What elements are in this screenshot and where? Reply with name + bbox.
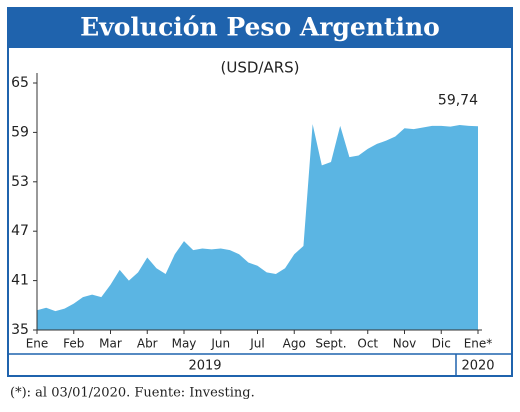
footnote: (*): al 03/01/2020. Fuente: Investing.	[10, 386, 255, 401]
x-tick-label: Ago	[283, 337, 306, 351]
y-tick-label: 65	[11, 75, 29, 91]
x-tick-label: Feb	[63, 337, 84, 351]
x-tick-label: Sept.	[315, 337, 346, 351]
x-tick-label: Jul	[249, 337, 264, 351]
y-tick-label: 41	[11, 273, 29, 289]
x-tick-label: Abr	[137, 337, 158, 351]
year-label: 2019	[188, 359, 221, 374]
chart-title: Evolución Peso Argentino	[80, 13, 440, 42]
area	[37, 124, 478, 331]
y-tick-label: 35	[11, 322, 29, 338]
title-bar	[8, 8, 512, 48]
x-tick-label: Oct	[357, 337, 378, 351]
x-tick-label: Jun	[210, 337, 230, 351]
value-label: 59,74	[438, 92, 478, 108]
x-tick-label: Mar	[99, 337, 122, 351]
y-tick-label: 59	[11, 124, 29, 140]
x-tick-label: Ene*	[464, 337, 493, 351]
x-tick-label: May	[172, 337, 197, 351]
y-tick-label: 47	[11, 223, 29, 239]
chart-subtitle: (USD/ARS)	[220, 59, 299, 77]
x-tick-label: Nov	[393, 337, 416, 351]
y-tick-label: 53	[11, 174, 29, 190]
x-tick-label: Ene	[26, 337, 49, 351]
year-label: 2020	[461, 359, 494, 374]
x-tick-label: Dic	[432, 337, 451, 351]
